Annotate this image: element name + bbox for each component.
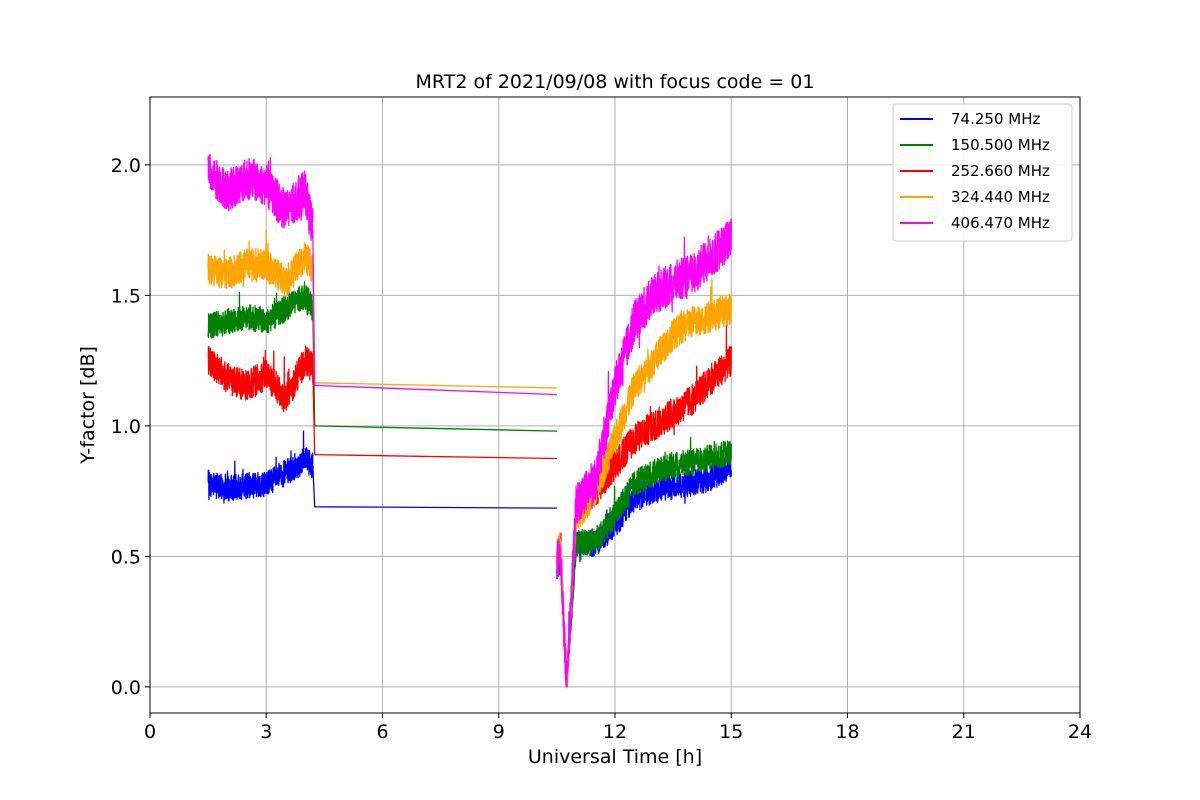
y-tick-label: 0.0 xyxy=(111,677,141,699)
x-tick-label: 18 xyxy=(835,721,859,743)
chart-title: MRT2 of 2021/09/08 with focus code = 01 xyxy=(416,71,815,93)
x-tick-label: 15 xyxy=(719,721,743,743)
legend-label: 252.660 MHz xyxy=(951,162,1050,180)
x-tick-label: 24 xyxy=(1068,721,1092,743)
legend-label: 74.250 MHz xyxy=(951,110,1040,128)
legend: 74.250 MHz 150.500 MHz 252.660 MHz 324.440 … xyxy=(892,103,1073,242)
y-tick-label: 0.5 xyxy=(111,546,141,568)
legend-label: 406.470 MHz xyxy=(951,214,1050,232)
y-tick-label: 1.5 xyxy=(111,285,141,307)
x-tick-label: 12 xyxy=(603,721,627,743)
x-tick-label: 9 xyxy=(493,721,505,743)
x-tick-label: 3 xyxy=(260,721,272,743)
y-axis: 0.0 0.5 1.0 1.5 2.0 xyxy=(111,155,150,699)
series-layer xyxy=(207,154,732,688)
legend-box xyxy=(892,103,1073,242)
x-tick-label: 0 xyxy=(144,721,156,743)
x-tick-label: 21 xyxy=(952,721,976,743)
series-line xyxy=(207,154,732,688)
series-path xyxy=(207,154,732,688)
x-axis: 0 3 6 9 12 15 18 21 24 xyxy=(144,713,1092,743)
y-tick-label: 1.0 xyxy=(111,416,141,438)
x-axis-label: Universal Time [h] xyxy=(528,746,702,768)
y-axis-label: Y-factor [dB] xyxy=(77,346,99,465)
x-tick-label: 6 xyxy=(376,721,388,743)
legend-label: 150.500 MHz xyxy=(951,136,1050,154)
y-tick-label: 2.0 xyxy=(111,155,141,177)
legend-label: 324.440 MHz xyxy=(951,188,1050,206)
